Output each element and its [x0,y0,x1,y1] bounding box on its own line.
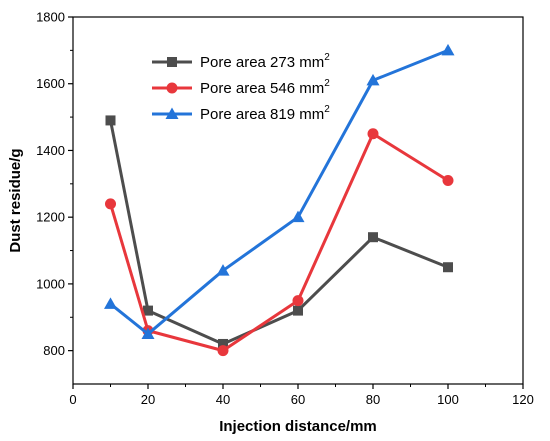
y-tick-label: 800 [43,343,65,358]
data-point [442,174,454,186]
x-tick-label: 0 [69,392,76,407]
x-tick-label: 80 [366,392,380,407]
legend-label: Pore area 546 mm2 [200,78,330,97]
data-point [217,345,229,357]
y-axis: 800 1000 1200 1400 1600 1800 [36,10,73,358]
data-point [292,295,304,307]
data-point [291,210,305,223]
series-3 [104,43,455,339]
y-tick-label: 1400 [36,143,65,158]
legend-label: Pore area 273 mm2 [200,52,330,71]
legend-label-superscript: 2 [324,104,330,115]
y-tick-label: 1000 [36,276,65,291]
data-point [105,198,116,210]
legend-label-text: Pore area 273 mm [200,54,324,71]
legend-label-text: Pore area 546 mm [200,80,324,97]
x-axis: 0 20 40 60 80 100 120 [69,384,534,407]
series-layer [104,43,455,357]
x-tick-label: 60 [291,392,305,407]
data-point [368,232,378,243]
legend-label: Pore area 819 mm2 [200,104,330,123]
data-point [143,305,153,316]
data-point [216,264,230,276]
data-point [141,327,155,339]
data-point [218,338,228,349]
y-tick-label: 1600 [36,76,65,91]
series-line [109,132,449,353]
data-point [443,262,453,273]
legend-label-text: Pore area 819 mm [200,106,324,123]
series-line [109,48,449,336]
data-point [105,115,116,126]
y-axis-title: Dust residue/g [7,148,24,252]
legend-marker [166,82,178,94]
x-tick-label: 40 [216,392,230,407]
x-tick-label: 20 [141,392,155,407]
legend-marker [165,107,179,119]
x-axis-title: Injection distance/mm [219,418,377,435]
legend-label-superscript: 2 [324,78,330,89]
legend-item: Pore area 273 mm2 [152,52,330,71]
data-point [367,128,379,140]
legend-item: Pore area 819 mm2 [152,104,330,123]
legend-marker [167,57,177,67]
data-point [366,73,380,86]
data-point [293,305,303,316]
y-tick-label: 1800 [36,10,65,25]
legend-label-superscript: 2 [324,52,330,63]
y-tick-label: 1200 [36,210,65,225]
data-point [441,43,455,56]
data-point [104,297,117,309]
x-tick-label: 120 [512,392,534,407]
series-2 [105,128,454,357]
legend-item: Pore area 546 mm2 [152,78,330,97]
x-tick-label: 100 [437,392,459,407]
